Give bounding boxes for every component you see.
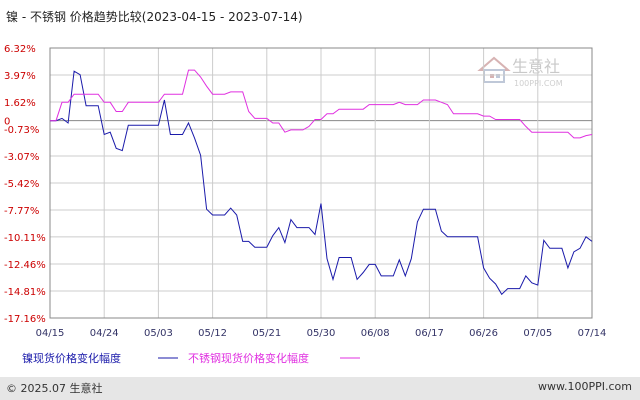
x-tick-label: 05/30 [307, 328, 336, 339]
x-axis-ticks: 04/15 04/24 05/03 05/12 05/21 05/30 06/08 06/17… [36, 328, 607, 339]
y-tick-label: -5.42% [4, 179, 39, 190]
y-tick-label: -14.81% [4, 287, 46, 298]
y-tick-label: -10.11% [4, 233, 46, 244]
series-line-nickel [50, 70, 593, 296]
x-tick-label: 07/14 [578, 328, 607, 339]
y-tick-label: -0.73% [4, 125, 39, 136]
footer-bar [0, 377, 640, 400]
x-tick-label: 05/21 [252, 328, 281, 339]
watermark-name: 生意社 [512, 57, 560, 76]
x-tick-label: 05/12 [198, 328, 227, 339]
legend: 镍现货价格变化幅度 不锈钢现货价格变化幅度 [22, 351, 360, 365]
y-tick-label: -17.16% [4, 314, 46, 325]
legend-label-nickel: 镍现货价格变化幅度 [22, 351, 121, 365]
y-tick-label: 6.32% [4, 44, 36, 55]
series-line-stainless [50, 69, 593, 139]
series-lines [50, 69, 593, 296]
axes [49, 47, 593, 319]
x-tick-label: 05/03 [144, 328, 173, 339]
y-tick-label: -12.46% [4, 260, 46, 271]
y-axis-ticks: 6.32% 3.97% 1.62% 0-0.73% -3.07% -5.42% -7.77%… [4, 44, 46, 325]
x-tick-label: 07/05 [523, 328, 552, 339]
plot-frame [49, 47, 593, 319]
grid-lines [49, 47, 593, 319]
x-tick-label: 04/15 [36, 328, 65, 339]
watermark-logo: 生意社 100PPI.COM [477, 56, 563, 88]
legend-label-stainless: 不锈钢现货价格变化幅度 [188, 351, 309, 365]
y-tick-label: -3.07% [4, 152, 39, 163]
y-tick-label: -7.77% [4, 206, 39, 217]
x-tick-label: 06/08 [361, 328, 390, 339]
copyright-text: © 2025.07 生意社 [6, 382, 103, 395]
x-tick-label: 06/26 [469, 328, 498, 339]
chart-title: 镍 - 不锈钢 价格趋势比较(2023-04-15 - 2023-07-14) [6, 10, 303, 24]
website-link[interactable]: www.100PPI.com [538, 380, 632, 393]
y-tick-label: 1.62% [4, 98, 36, 109]
x-tick-label: 06/17 [415, 328, 444, 339]
watermark-url: 100PPI.COM [514, 79, 563, 88]
x-tick-label: 04/24 [90, 328, 119, 339]
house-logo-icon [477, 56, 511, 83]
y-tick-label: 3.97% [4, 71, 36, 82]
y-tick-label: 0 [4, 117, 10, 128]
